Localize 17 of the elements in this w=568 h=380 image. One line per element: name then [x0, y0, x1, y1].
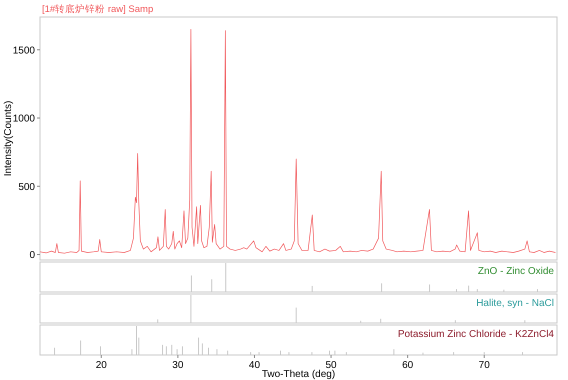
x-tick-label: 20	[96, 360, 108, 371]
x-tick-label: 50	[325, 360, 338, 371]
chart-title: Potassium Zinc Chloride - K2ZnCl4	[398, 329, 554, 340]
y-tick-label: 1000	[12, 114, 36, 125]
chart-title: ZnO - Zinc Oxide	[478, 266, 554, 277]
chart-title: [1#转底炉锌粉 raw] Samp	[42, 3, 154, 15]
x-tick-label: 70	[478, 360, 490, 371]
x-tick-label: 30	[172, 360, 184, 371]
chart-title: Halite, syn - NaCl	[476, 298, 554, 309]
x-axis-title: Two-Theta (deg)	[262, 369, 336, 380]
y-tick-label: 1500	[12, 45, 36, 56]
y-axis-title: Intensity(Counts)	[3, 100, 14, 176]
y-tick-label: 0	[29, 250, 36, 262]
line-series	[40, 28, 556, 254]
x-tick-label: 60	[402, 360, 414, 371]
y-tick-label: 500	[18, 182, 36, 193]
x-tick-label: 40	[248, 360, 260, 371]
